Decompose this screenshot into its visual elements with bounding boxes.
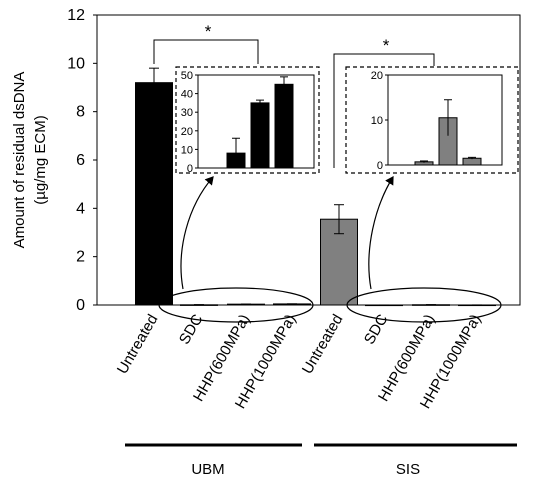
- y-tick-label: 6: [76, 152, 85, 169]
- callout-arrow-sis: [368, 175, 394, 290]
- significance-marker: *: [383, 36, 390, 55]
- inset-y-tick-label: 10: [181, 144, 193, 156]
- y-tick-label: 2: [76, 249, 85, 266]
- significance-marker: *: [205, 22, 212, 41]
- y-tick-label: 0: [76, 297, 85, 314]
- inset-y-tick-label: 0: [187, 163, 193, 175]
- inset-y-tick-label: 40: [181, 89, 193, 101]
- x-tick-label: Untreated: [114, 312, 162, 378]
- inset-frame: [175, 66, 320, 174]
- inset-bar: [250, 102, 270, 169]
- y-tick-label: 10: [67, 55, 85, 72]
- callout-arrow-ubm: [180, 176, 214, 290]
- x-tick-label: Untreated: [299, 312, 347, 378]
- y-axis-title-line1: Amount of residual dsDNA: [11, 72, 28, 249]
- x-tick-label: SDC: [361, 311, 392, 347]
- inset-y-tick-label: 0: [377, 160, 383, 172]
- y-axis-title-line2: (µg/mg ECM): [32, 115, 49, 204]
- highlight-ellipse-ubm: [158, 287, 314, 323]
- inset-y-tick-label: 20: [371, 70, 383, 82]
- inset-frame: [345, 66, 519, 174]
- y-tick-label: 12: [67, 7, 85, 24]
- inset-y-tick-label: 50: [181, 70, 193, 82]
- y-tick-label: 8: [76, 104, 85, 121]
- inset-bar: [462, 157, 482, 166]
- bar: [135, 82, 173, 306]
- significance-bracket: [153, 39, 259, 64]
- inset-y-tick-label: 20: [181, 126, 193, 138]
- inset-bar: [274, 83, 294, 169]
- inset-y-tick-label: 10: [371, 115, 383, 127]
- group-label-ubm: UBM: [191, 461, 224, 478]
- inset-y-tick-label: 30: [181, 107, 193, 119]
- highlight-ellipse-sis: [346, 287, 502, 323]
- significance-bracket: [333, 53, 435, 168]
- group-label-sis: SIS: [396, 461, 420, 478]
- y-tick-label: 4: [76, 200, 85, 217]
